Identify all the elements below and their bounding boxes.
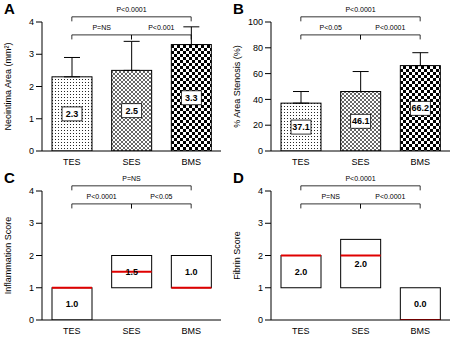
html-text:C: C [4, 169, 15, 186]
svg-text:2: 2 [29, 82, 34, 92]
svg-text:2.0: 2.0 [295, 267, 308, 277]
svg-text:1: 1 [258, 283, 263, 293]
svg-text:20: 20 [253, 120, 263, 130]
svg-text:TES: TES [63, 157, 81, 167]
svg-text:1.5: 1.5 [125, 267, 138, 277]
svg-text:P<0.0001: P<0.0001 [87, 193, 117, 200]
svg-text:TES: TES [292, 326, 310, 336]
svg-text:46.1: 46.1 [352, 116, 370, 126]
svg-text:P=NS: P=NS [92, 24, 111, 31]
svg-text:2.3: 2.3 [66, 109, 79, 119]
svg-text:4: 4 [29, 17, 34, 27]
svg-text:BMS: BMS [410, 326, 430, 336]
html-text:B: B [233, 0, 244, 17]
svg-text:1: 1 [29, 283, 34, 293]
svg-text:TES: TES [292, 157, 310, 167]
svg-text:1: 1 [29, 114, 34, 124]
svg-text:P<0.05: P<0.05 [150, 193, 172, 200]
svg-text:2.5: 2.5 [125, 106, 138, 116]
svg-text:P<0.0001: P<0.0001 [345, 6, 375, 13]
svg-text:4: 4 [258, 186, 263, 196]
svg-text:2: 2 [258, 251, 263, 261]
svg-text:% Area Stenosis (%): % Area Stenosis (%) [232, 45, 242, 128]
svg-text:SES: SES [351, 157, 369, 167]
svg-text:3.3: 3.3 [185, 93, 198, 103]
svg-text:0: 0 [258, 146, 263, 156]
svg-text:Fibrin Score: Fibrin Score [232, 231, 242, 280]
svg-text:BMS: BMS [181, 326, 201, 336]
svg-text:BMS: BMS [410, 157, 430, 167]
svg-text:2: 2 [29, 251, 34, 261]
svg-text:0: 0 [258, 315, 263, 325]
svg-text:Neointima Area (mm²): Neointima Area (mm²) [8, 42, 13, 130]
svg-text:TES: TES [63, 326, 81, 336]
svg-text:SES: SES [122, 326, 140, 336]
svg-text:1.0: 1.0 [66, 299, 79, 309]
svg-text:80: 80 [253, 43, 263, 53]
svg-text:60: 60 [253, 69, 263, 79]
svg-text:P<0.0001: P<0.0001 [345, 175, 375, 182]
svg-text:P<0.05: P<0.05 [319, 24, 341, 31]
svg-text:P<0.001: P<0.001 [148, 24, 174, 31]
svg-text:3: 3 [258, 218, 263, 228]
svg-text:37.1: 37.1 [292, 122, 310, 132]
svg-text:3: 3 [29, 49, 34, 59]
svg-text:SES: SES [122, 157, 140, 167]
svg-text:P<0.0001: P<0.0001 [116, 6, 146, 13]
svg-text:66.2: 66.2 [412, 103, 430, 113]
svg-text:P=NS: P=NS [321, 193, 340, 200]
svg-text:SES: SES [351, 326, 369, 336]
svg-text:3: 3 [29, 218, 34, 228]
svg-text:BMS: BMS [181, 157, 201, 167]
svg-text:100: 100 [248, 17, 263, 27]
svg-text:0: 0 [29, 146, 34, 156]
svg-text:1.0: 1.0 [185, 267, 198, 277]
svg-text:0: 0 [29, 315, 34, 325]
svg-text:4: 4 [29, 186, 34, 196]
svg-text:P<0.0001: P<0.0001 [375, 24, 405, 31]
svg-text:40: 40 [253, 95, 263, 105]
svg-text:2.0: 2.0 [354, 259, 367, 269]
svg-text:P=NS: P=NS [122, 175, 141, 182]
html-text:A: A [4, 0, 15, 17]
svg-text:P<0.0001: P<0.0001 [375, 193, 405, 200]
svg-text:Inflammation Score: Inflammation Score [8, 217, 13, 295]
svg-text:0.0: 0.0 [414, 299, 427, 309]
html-text:D: D [233, 169, 244, 186]
